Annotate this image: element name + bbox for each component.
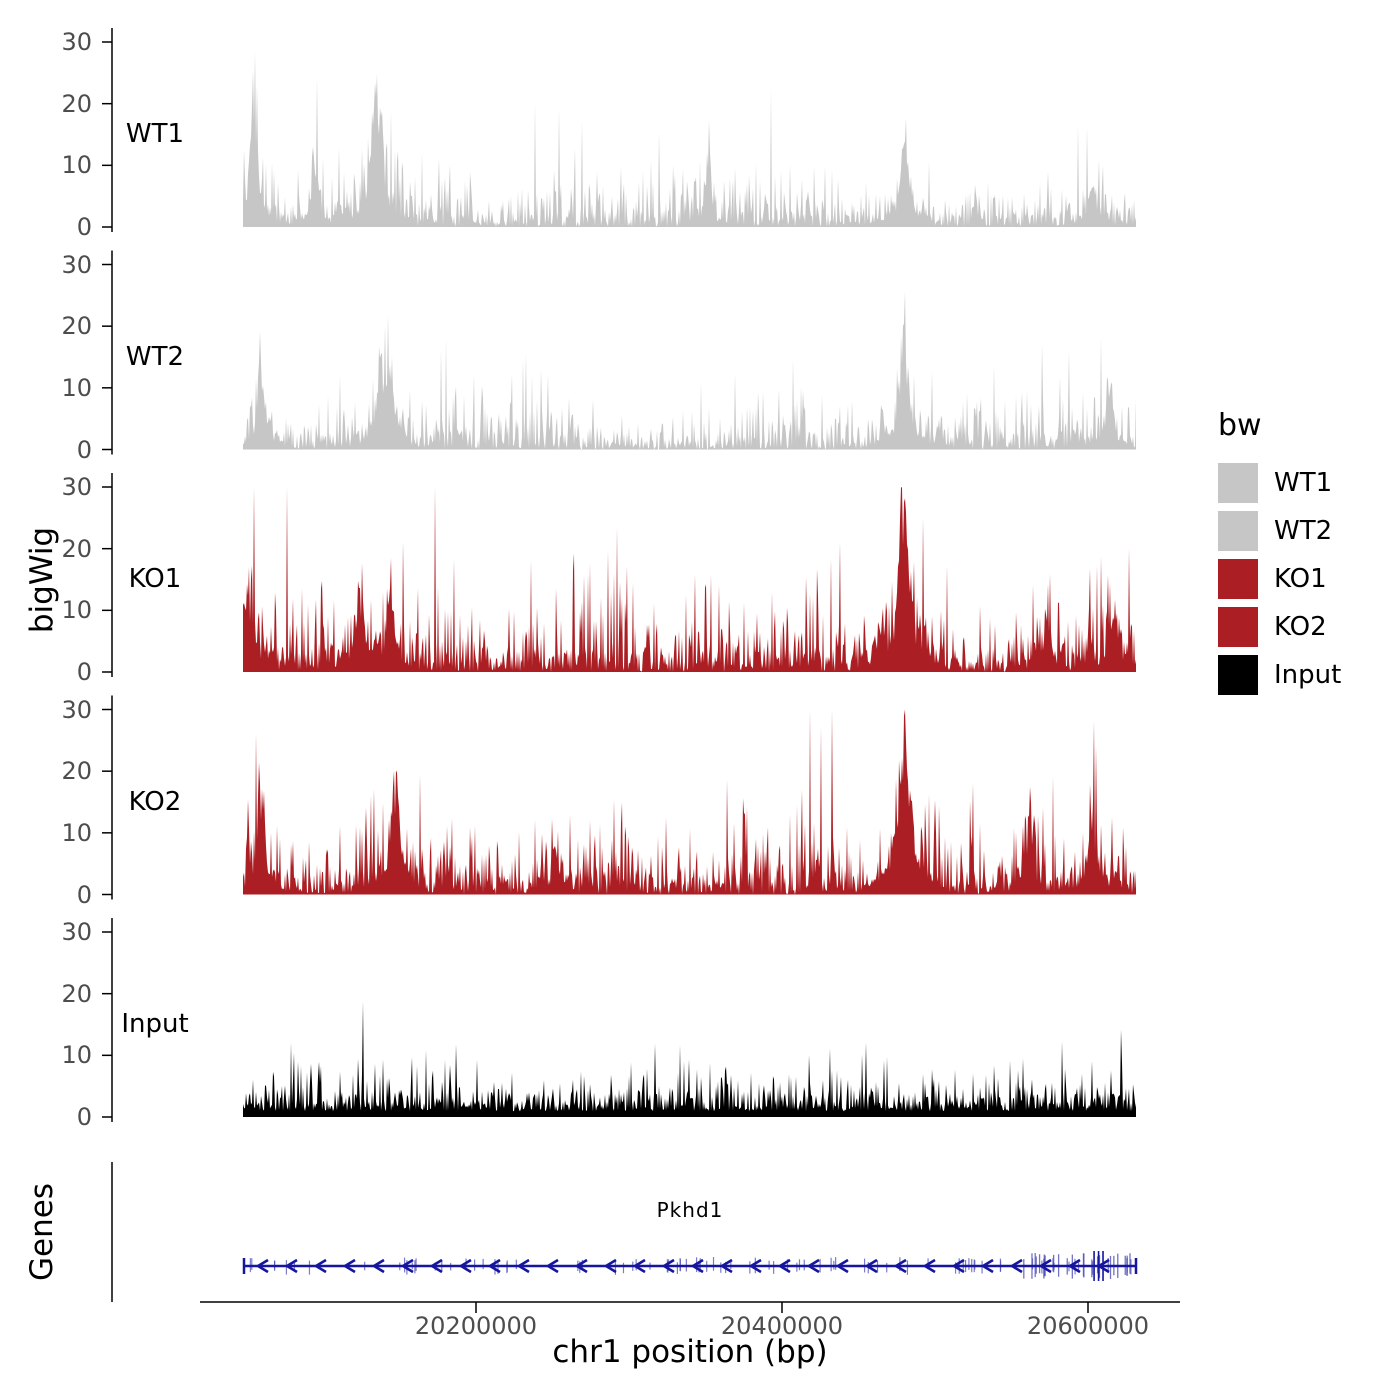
track-panel-KO2 bbox=[102, 695, 1136, 900]
legend-label-wt1: WT1 bbox=[1274, 468, 1333, 498]
strand-arrow-left-icon bbox=[1067, 1258, 1081, 1274]
legend: bw WT1 WT2 KO1 KO2 Input bbox=[1218, 408, 1341, 699]
legend-swatch-wt1 bbox=[1218, 463, 1258, 503]
legend-label-ko2: KO2 bbox=[1274, 612, 1327, 642]
legend-swatch-ko2 bbox=[1218, 607, 1258, 647]
strand-arrow-left-icon bbox=[632, 1258, 646, 1274]
strand-arrow-left-icon bbox=[864, 1258, 878, 1274]
strand-arrow-left-icon bbox=[255, 1258, 269, 1274]
legend-swatch-input bbox=[1218, 655, 1258, 695]
track-panel-WT1 bbox=[102, 28, 1136, 232]
legend-item-ko1: KO1 bbox=[1218, 555, 1341, 603]
gene-track bbox=[111, 1162, 1138, 1302]
x-tick-label: 20200000 bbox=[414, 1312, 538, 1340]
y-tick-label: 0 bbox=[76, 1103, 92, 1131]
strand-arrow-left-icon bbox=[342, 1258, 356, 1274]
y-tick-label: 10 bbox=[61, 373, 92, 402]
strand-arrow-left-icon bbox=[980, 1258, 994, 1274]
strand-arrow-left-icon bbox=[603, 1258, 617, 1274]
track-panel-Input bbox=[102, 918, 1136, 1122]
strand-arrow-left-icon bbox=[951, 1258, 965, 1274]
track-signal-Input bbox=[243, 1001, 1136, 1117]
strand-arrow-left-icon bbox=[777, 1258, 791, 1274]
strand-arrow-left-icon bbox=[1096, 1258, 1110, 1274]
x-axis-title: chr1 position (bp) bbox=[552, 1334, 828, 1370]
legend-title: bw bbox=[1218, 408, 1262, 443]
strand-arrow-left-icon bbox=[719, 1258, 733, 1274]
track-label-wt2: WT2 bbox=[125, 342, 185, 372]
strand-arrow-left-icon bbox=[661, 1258, 675, 1274]
strand-arrow-left-icon bbox=[284, 1258, 298, 1274]
x-axis bbox=[200, 1301, 1180, 1313]
track-panel-KO1 bbox=[102, 473, 1136, 677]
y-tick-label: 30 bbox=[61, 695, 92, 724]
y-tick-label: 10 bbox=[61, 818, 92, 847]
legend-swatch-wt2 bbox=[1218, 511, 1258, 551]
strand-arrow-left-icon bbox=[313, 1258, 327, 1274]
track-label-wt1: WT1 bbox=[125, 119, 185, 149]
track-label-ko1: KO1 bbox=[128, 564, 182, 594]
y-tick-label: 0 bbox=[76, 213, 92, 241]
legend-item-ko2: KO2 bbox=[1218, 603, 1341, 651]
x-tick-label: 20600000 bbox=[1026, 1312, 1150, 1340]
strand-arrow-left-icon bbox=[1009, 1258, 1023, 1274]
track-signal-KO1 bbox=[243, 487, 1136, 672]
legend-swatch-ko1 bbox=[1218, 559, 1258, 599]
strand-arrow-left-icon bbox=[574, 1258, 588, 1274]
legend-item-wt1: WT1 bbox=[1218, 459, 1341, 507]
strand-arrow-left-icon bbox=[516, 1258, 530, 1274]
strand-arrow-left-icon bbox=[1038, 1258, 1052, 1274]
track-label-input: Input bbox=[121, 1009, 189, 1039]
y-tick-label: 0 bbox=[76, 435, 92, 464]
strand-arrow-left-icon bbox=[922, 1258, 936, 1274]
y-tick-label: 30 bbox=[61, 918, 92, 946]
strand-arrow-left-icon bbox=[893, 1258, 907, 1274]
y-tick-label: 10 bbox=[61, 596, 92, 625]
strand-arrow-left-icon bbox=[835, 1258, 849, 1274]
strand-arrow-left-icon bbox=[545, 1258, 559, 1274]
y-tick-label: 0 bbox=[76, 658, 92, 686]
track-signal-KO2 bbox=[243, 709, 1136, 895]
y-tick-label: 20 bbox=[61, 757, 92, 786]
strand-arrow-left-icon bbox=[487, 1258, 501, 1274]
legend-label-input: Input bbox=[1274, 660, 1342, 690]
y-tick-label: 20 bbox=[61, 89, 92, 118]
legend-item-input: Input bbox=[1218, 651, 1341, 699]
strand-arrow-left-icon bbox=[371, 1258, 385, 1274]
track-label-ko2: KO2 bbox=[128, 787, 182, 817]
track-signal-WT2 bbox=[243, 291, 1136, 450]
y-tick-label: 0 bbox=[76, 880, 92, 909]
legend-label-wt2: WT2 bbox=[1274, 516, 1333, 546]
y-tick-label: 30 bbox=[61, 473, 92, 501]
legend-item-wt2: WT2 bbox=[1218, 507, 1341, 555]
strand-arrow-left-icon bbox=[400, 1258, 414, 1274]
y-tick-label: 20 bbox=[61, 312, 92, 341]
strand-arrow-left-icon bbox=[690, 1258, 704, 1274]
track-signal-WT1 bbox=[243, 51, 1136, 228]
gene-name-label: Pkhd1 bbox=[656, 1198, 724, 1222]
strand-arrow-left-icon bbox=[806, 1258, 820, 1274]
y-tick-label: 10 bbox=[61, 1041, 92, 1070]
legend-label-ko1: KO1 bbox=[1274, 564, 1327, 594]
y-tick-label: 10 bbox=[61, 151, 92, 180]
strand-arrow-left-icon bbox=[748, 1258, 762, 1274]
y-tick-label: 30 bbox=[61, 250, 92, 279]
x-tick-label: 20400000 bbox=[720, 1312, 844, 1340]
y-tick-label: 30 bbox=[61, 28, 92, 56]
y-tick-label: 20 bbox=[61, 534, 92, 563]
track-panel-WT2 bbox=[102, 250, 1136, 455]
strand-arrow-left-icon bbox=[458, 1258, 472, 1274]
y-tick-label: 20 bbox=[61, 979, 92, 1008]
strand-arrow-left-icon bbox=[429, 1258, 443, 1274]
